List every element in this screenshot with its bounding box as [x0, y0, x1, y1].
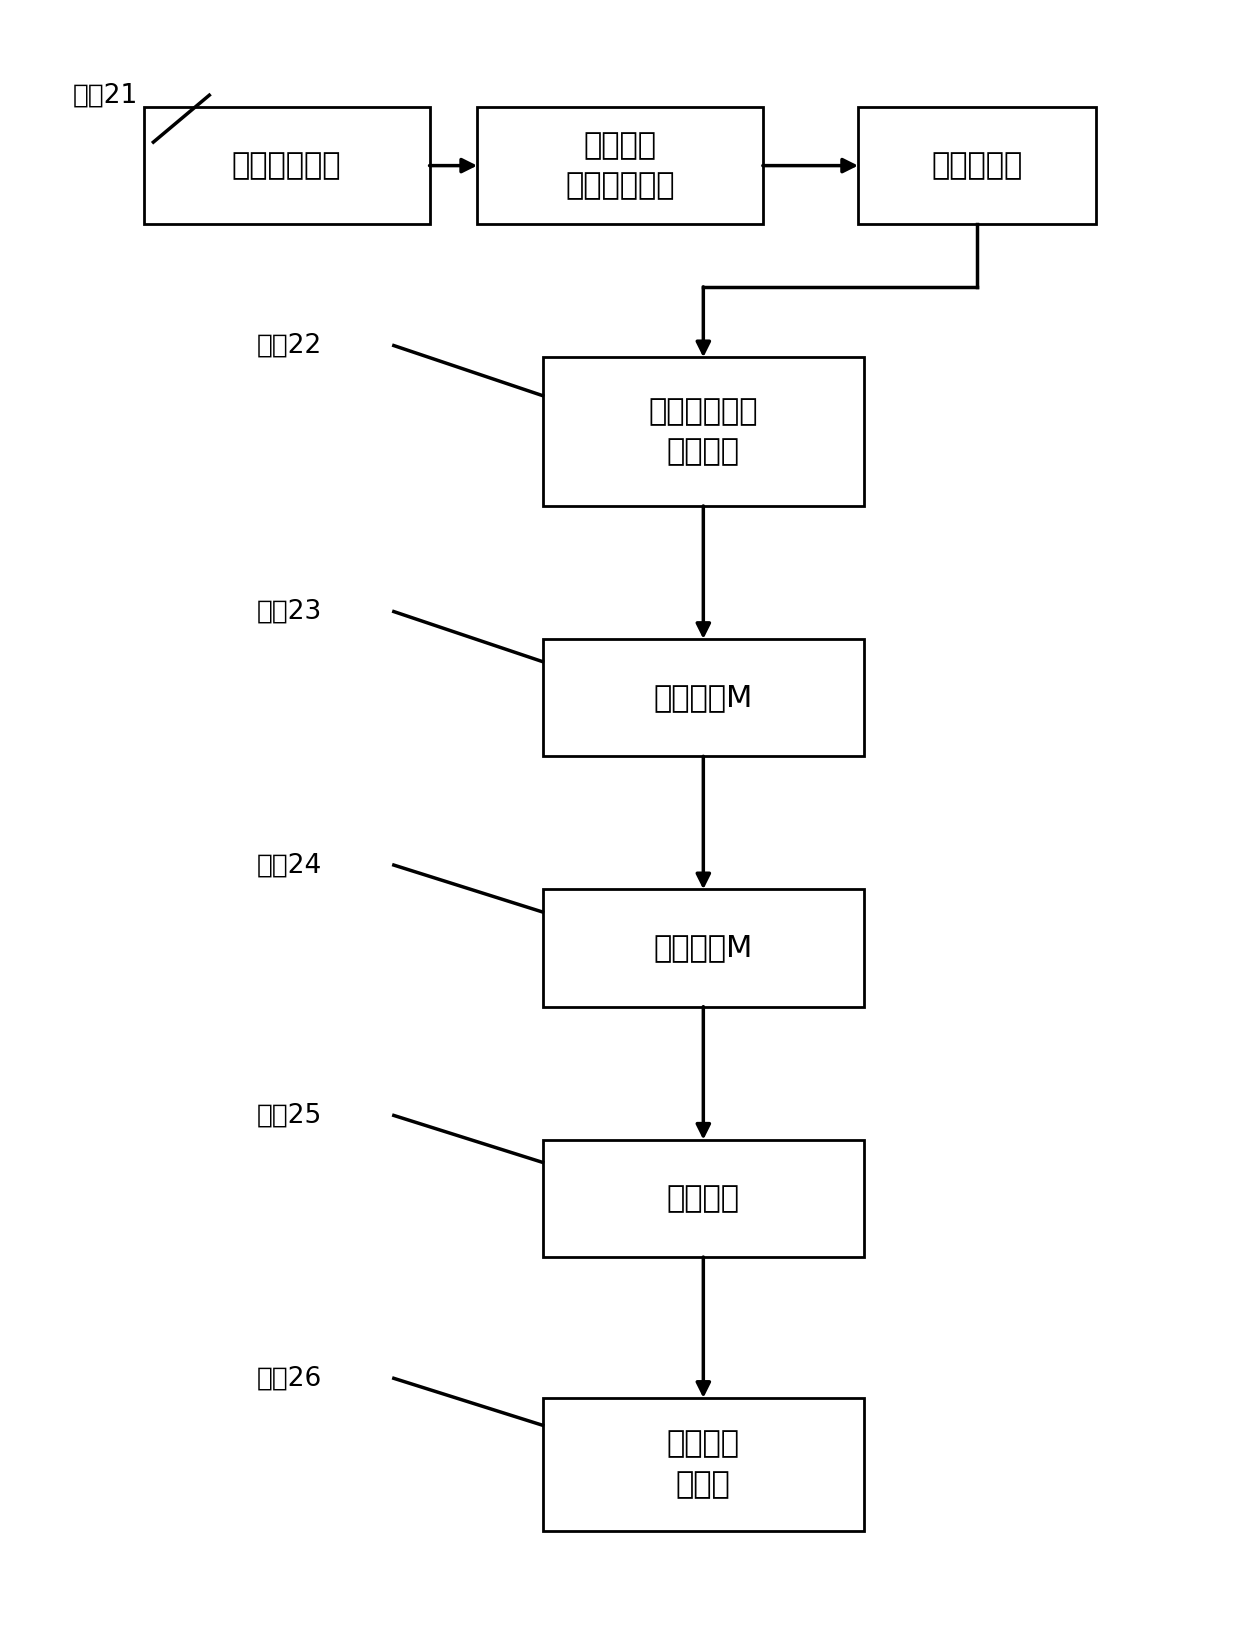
Text: 读取图像序列: 读取图像序列 — [232, 152, 341, 179]
Text: 步骤23: 步骤23 — [257, 598, 322, 624]
Bar — [477, 108, 763, 225]
Bar — [543, 357, 864, 505]
Bar — [543, 1139, 864, 1257]
Text: 计算每个像素
点的梯度: 计算每个像素 点的梯度 — [649, 396, 758, 466]
Text: 判断角点: 判断角点 — [667, 1183, 740, 1213]
Text: 步骤25: 步骤25 — [257, 1102, 322, 1128]
Text: 灰度化处理: 灰度化处理 — [931, 152, 1023, 179]
Bar — [543, 890, 864, 1007]
Bar — [543, 1399, 864, 1531]
Text: 标记角点
并输出: 标记角点 并输出 — [667, 1430, 740, 1500]
Bar — [543, 639, 864, 756]
Text: 步骤26: 步骤26 — [257, 1366, 322, 1392]
Bar — [144, 108, 429, 225]
Text: 步骤24: 步骤24 — [257, 852, 322, 879]
Text: 设置矩阵M: 设置矩阵M — [653, 683, 753, 712]
Bar — [858, 108, 1096, 225]
Text: 步骤21: 步骤21 — [72, 82, 138, 108]
Text: 平滑矩阵M: 平滑矩阵M — [653, 934, 753, 962]
Text: 步骤22: 步骤22 — [257, 333, 322, 359]
Text: 双边滤波
做图像去噪声: 双边滤波 做图像去噪声 — [565, 130, 675, 200]
